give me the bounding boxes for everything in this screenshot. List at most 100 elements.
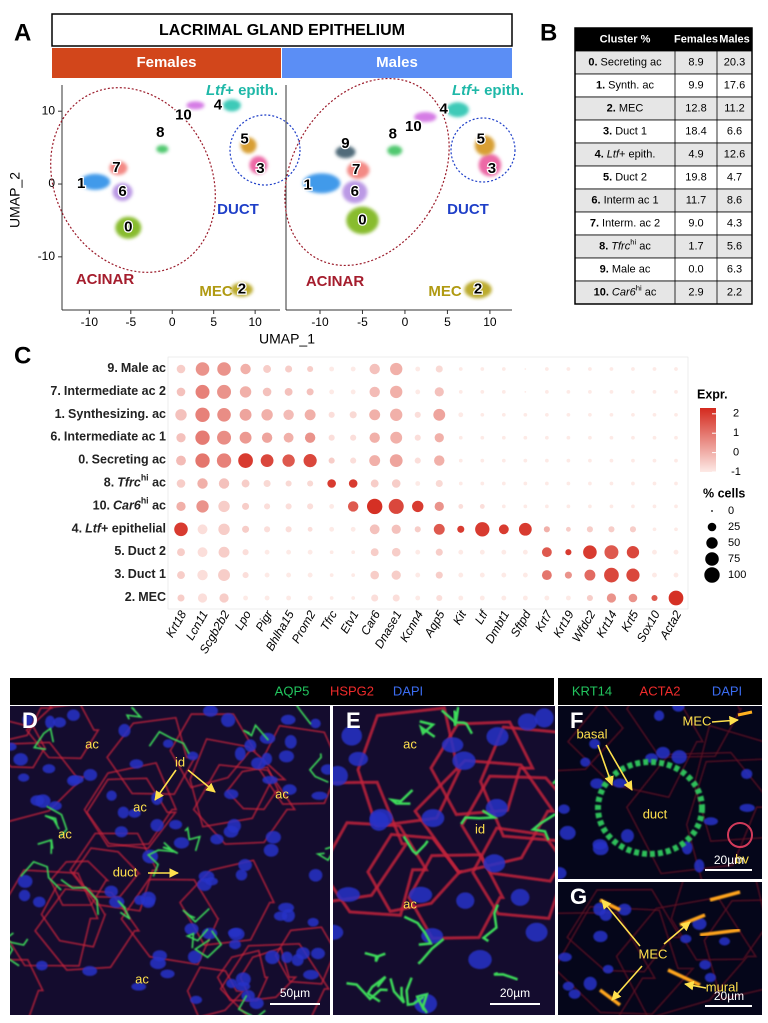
expression-dot — [242, 502, 250, 510]
table-row — [574, 119, 753, 144]
region-label: ACINAR — [306, 273, 364, 290]
cluster-name: 2. MEC — [607, 102, 644, 114]
expression-dot — [501, 572, 507, 578]
channel-label: ACTA2 — [640, 683, 681, 698]
pointer-arrow — [711, 715, 739, 726]
expression-dot — [588, 435, 592, 440]
nucleus — [82, 966, 98, 976]
expression-dot — [219, 593, 229, 603]
figure-title: LACRIMAL GLAND EPITHELIUM — [159, 22, 405, 39]
nucleus — [593, 930, 608, 943]
text-part: Secreting ac — [601, 56, 663, 68]
nucleus — [104, 885, 118, 898]
expression-dot — [501, 390, 506, 394]
expression-dot — [479, 503, 485, 509]
membrane — [625, 751, 762, 875]
nucleus — [134, 895, 145, 905]
expression-dot — [674, 367, 678, 371]
table-cell: 18.4 — [685, 125, 706, 137]
text-part: Ltf — [85, 522, 103, 536]
expression-dot — [524, 368, 527, 370]
aqp5-signal — [315, 846, 330, 862]
nucleus — [10, 742, 17, 751]
cluster-cells — [302, 173, 341, 194]
nucleus — [48, 801, 62, 811]
acinar-outline — [284, 77, 450, 267]
expression-dot — [282, 454, 295, 467]
expression-dot — [458, 481, 463, 486]
pointer-arrow — [605, 744, 633, 791]
nucleus — [187, 751, 199, 761]
nucleus — [234, 746, 246, 761]
expression-dot — [501, 412, 506, 417]
nucleus — [558, 866, 567, 879]
expression-dot — [414, 434, 421, 441]
nucleus — [210, 834, 224, 845]
expression-dot — [243, 595, 248, 601]
pointer-arrow — [597, 744, 614, 786]
table-cell: 1.7 — [688, 240, 703, 252]
text-part: MEC — [619, 102, 644, 114]
expression-dot — [674, 458, 678, 463]
cluster-id: 5. — [114, 544, 124, 558]
x-tick-label: 0 — [402, 315, 409, 329]
panel-label: G — [570, 884, 587, 909]
expression-dot — [176, 433, 186, 443]
aqp5-signal — [402, 835, 429, 856]
structure-label: ac — [403, 896, 417, 911]
expression-dot — [609, 412, 614, 417]
row-label: 8. Tfrchi ac — [104, 473, 166, 490]
table-cell: 8.9 — [688, 56, 703, 68]
expression-dot — [673, 572, 679, 578]
expression-dot — [177, 571, 185, 580]
expression-dot — [434, 387, 444, 397]
expression-dot — [434, 501, 444, 512]
cluster-name: 0. Secreting ac — [588, 56, 662, 68]
expression-dot — [262, 387, 272, 397]
aqp5-signal — [148, 730, 190, 755]
text-part: Duct 2 — [128, 544, 166, 558]
expression-dot — [543, 526, 550, 533]
aqp5-signal — [389, 978, 406, 1004]
cluster-name: 9. Male ac — [600, 263, 651, 275]
expression-dot — [176, 387, 186, 397]
expression-dot — [351, 573, 356, 577]
nucleus — [703, 817, 718, 826]
nucleus — [559, 825, 576, 840]
table-cell: 2.2 — [727, 286, 742, 298]
gene-label: Aqp5 — [421, 608, 448, 640]
cluster-id: 10. — [93, 499, 110, 513]
nucleus — [235, 981, 251, 992]
size-key — [711, 510, 713, 512]
expression-dot — [674, 527, 678, 532]
text-part: ac — [636, 240, 651, 252]
expression-dot — [392, 594, 400, 602]
table-cell: 4.3 — [727, 217, 742, 229]
text-part: hi — [630, 237, 636, 246]
panel-label: D — [22, 708, 38, 733]
aqp5-signal — [403, 915, 433, 946]
table-row — [574, 188, 753, 213]
table-header-bg — [575, 28, 752, 51]
text-part: hi — [636, 283, 642, 292]
expression-dot — [176, 364, 186, 374]
nucleus — [517, 713, 538, 731]
nucleus — [333, 924, 344, 940]
nucleus — [263, 843, 279, 857]
expression-dot — [328, 457, 335, 464]
cluster-cells — [474, 135, 495, 156]
expression-dot — [609, 390, 614, 394]
expression-dot — [307, 549, 313, 555]
expression-dot — [588, 412, 592, 417]
nucleus — [671, 750, 687, 764]
text-part: Duct 1 — [615, 125, 647, 137]
aqp5-signal — [162, 841, 179, 855]
nucleus — [409, 886, 433, 903]
expression-dot — [522, 549, 528, 555]
expression-dot — [239, 408, 252, 421]
expression-dot — [390, 362, 403, 376]
expression-dot — [501, 435, 506, 440]
text-part: Interm ac 1 — [604, 194, 659, 206]
expression-dot — [217, 362, 231, 376]
